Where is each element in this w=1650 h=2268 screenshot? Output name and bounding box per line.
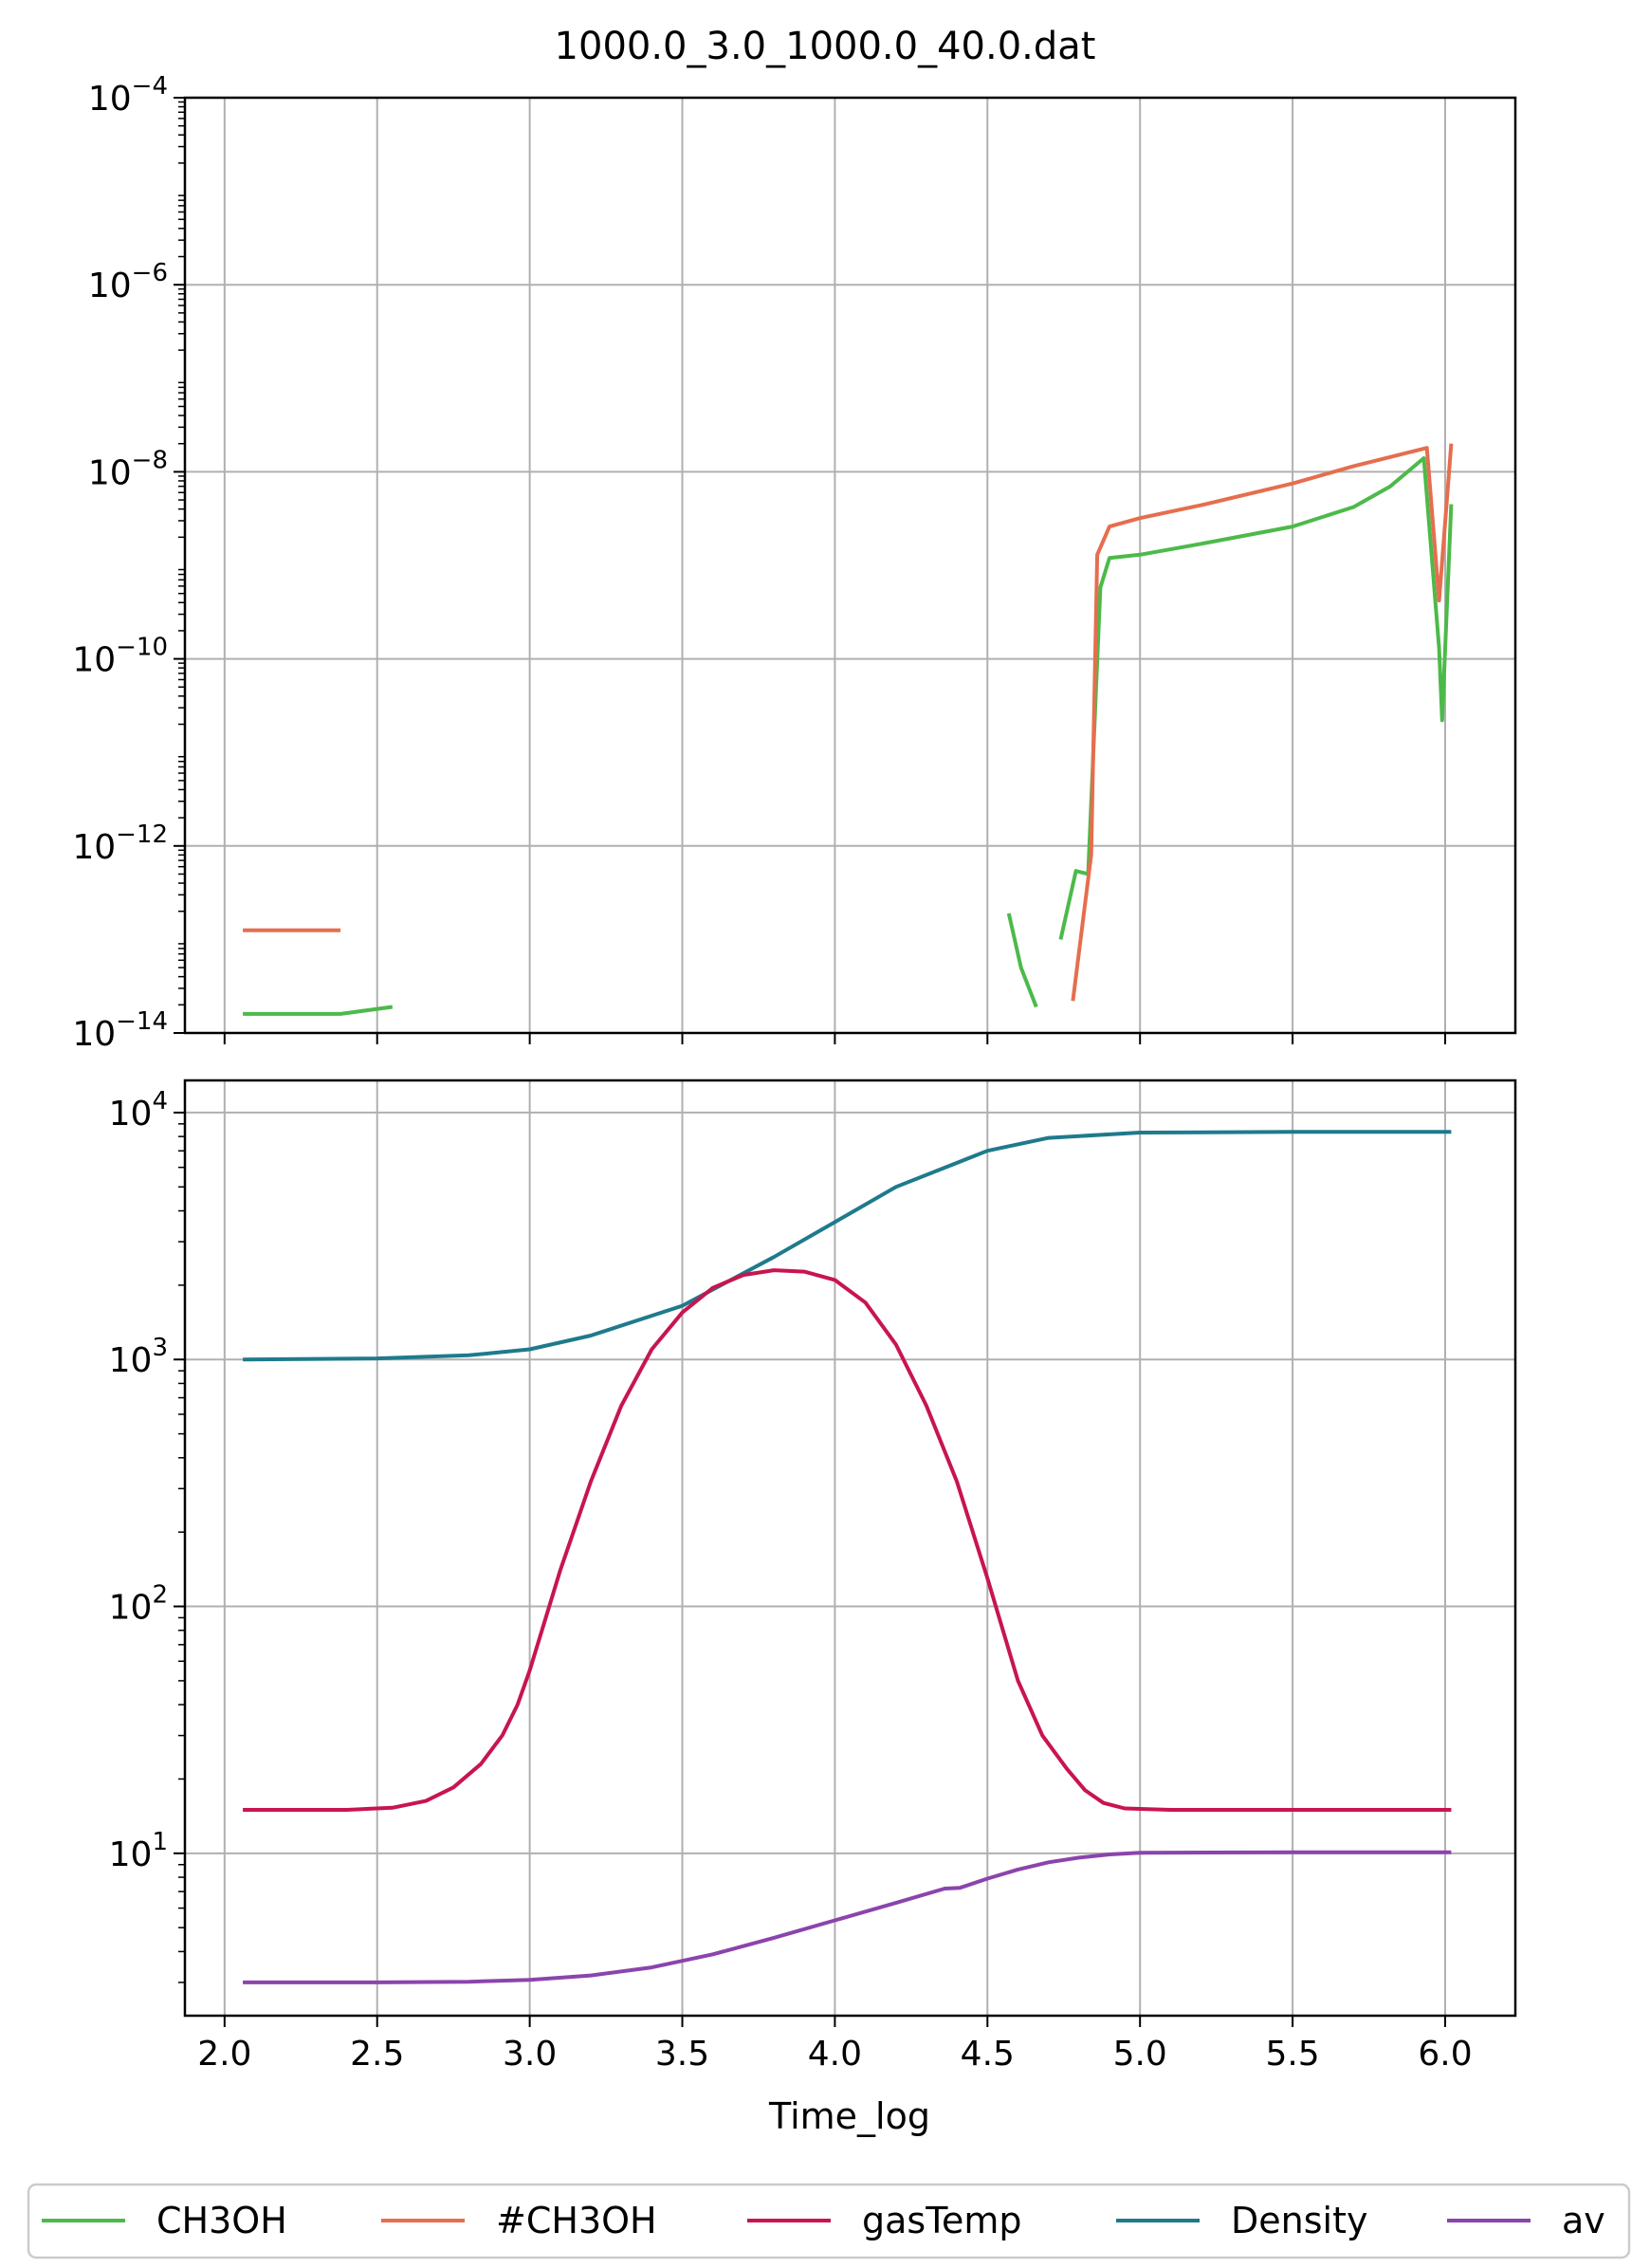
legend-item: Density: [1116, 2200, 1367, 2241]
x-tick-label: 2.5: [350, 2035, 404, 2074]
tick-base: 10: [72, 1015, 116, 1054]
legend-label: #CH3OH: [496, 2200, 657, 2241]
top-y-tick-label: 10−12: [72, 821, 168, 867]
legend-item: #CH3OH: [381, 2200, 657, 2241]
bottom-y-tick-label: 102: [109, 1581, 168, 1628]
top-y-tick-label: 10−10: [72, 634, 168, 680]
top-series: [243, 443, 1454, 1016]
legend: CH3OH #CH3OH gasTemp Density av: [27, 2183, 1631, 2259]
tick-exponent: −12: [116, 821, 168, 849]
top-y-tick-label: 10−14: [72, 1007, 168, 1054]
tick-base: 10: [109, 1589, 153, 1628]
tick-base: 10: [88, 80, 132, 119]
x-tick-label: 5.5: [1265, 2035, 1319, 2074]
bottom-y-tick-label: 103: [109, 1334, 168, 1380]
tick-exponent: −6: [132, 259, 168, 287]
bottom-y-tick-label: 101: [109, 1828, 168, 1874]
bottom-series: [243, 1130, 1452, 1984]
tick-exponent: −14: [116, 1007, 168, 1036]
bottom-plot-frame: [183, 1079, 1517, 2018]
legend-entries: CH3OH #CH3OH gasTemp Density av: [42, 2200, 1605, 2241]
bottom-grid: [185, 1080, 1515, 2016]
legend-item: gasTemp: [747, 2200, 1021, 2241]
x-tick-label: 2.0: [197, 2035, 251, 2074]
series-line-hash-ch3oh: [1071, 443, 1454, 1002]
tick-base: 10: [72, 641, 116, 680]
tick-base: 10: [72, 828, 116, 867]
legend-item: av: [1447, 2200, 1605, 2241]
tick-exponent: 2: [152, 1581, 168, 1610]
tick-base: 10: [109, 1095, 153, 1134]
x-tick-label: 4.0: [808, 2035, 862, 2074]
series-line-ch3oh: [243, 1005, 394, 1016]
tick-base: 10: [88, 453, 132, 492]
bottom-y-tick-label: 104: [109, 1087, 168, 1134]
series-line-ch3oh: [1006, 913, 1038, 1008]
tick-exponent: −8: [132, 446, 168, 474]
x-tick-label: 5.0: [1113, 2035, 1167, 2074]
top-y-tick-label: 10−4: [88, 72, 168, 119]
x-tick-label: 4.5: [961, 2035, 1015, 2074]
top-plot-frame: [183, 96, 1517, 1035]
tick-exponent: 3: [152, 1334, 168, 1362]
tick-exponent: 1: [152, 1828, 168, 1856]
legend-label: CH3OH: [156, 2200, 287, 2241]
tick-base: 10: [88, 267, 132, 305]
tick-base: 10: [109, 1835, 153, 1874]
series-line-av: [243, 1850, 1452, 1984]
chart-title: 1000.0_3.0_1000.0_40.0.dat: [555, 25, 1096, 68]
legend-label: Density: [1231, 2200, 1367, 2241]
series-line-gastemp: [243, 1268, 1452, 1812]
legend-label: gasTemp: [862, 2200, 1021, 2241]
legend-label: av: [1562, 2200, 1605, 2241]
x-axis-label: Time_log: [768, 2095, 930, 2137]
top-grid: [185, 97, 1515, 1034]
tick-base: 10: [109, 1341, 153, 1380]
x-tick-label: 6.0: [1418, 2035, 1472, 2074]
x-tick-label: 3.0: [503, 2035, 557, 2074]
x-tick-label: 3.5: [655, 2035, 709, 2074]
legend-item: CH3OH: [42, 2200, 287, 2241]
tick-exponent: 4: [152, 1087, 168, 1116]
tick-exponent: −10: [116, 634, 168, 662]
series-line-density: [243, 1130, 1452, 1362]
tick-exponent: −4: [132, 72, 168, 101]
series-line-ch3oh: [1058, 456, 1454, 940]
top-y-tick-label: 10−6: [88, 259, 168, 305]
top-y-tick-label: 10−8: [88, 446, 168, 492]
